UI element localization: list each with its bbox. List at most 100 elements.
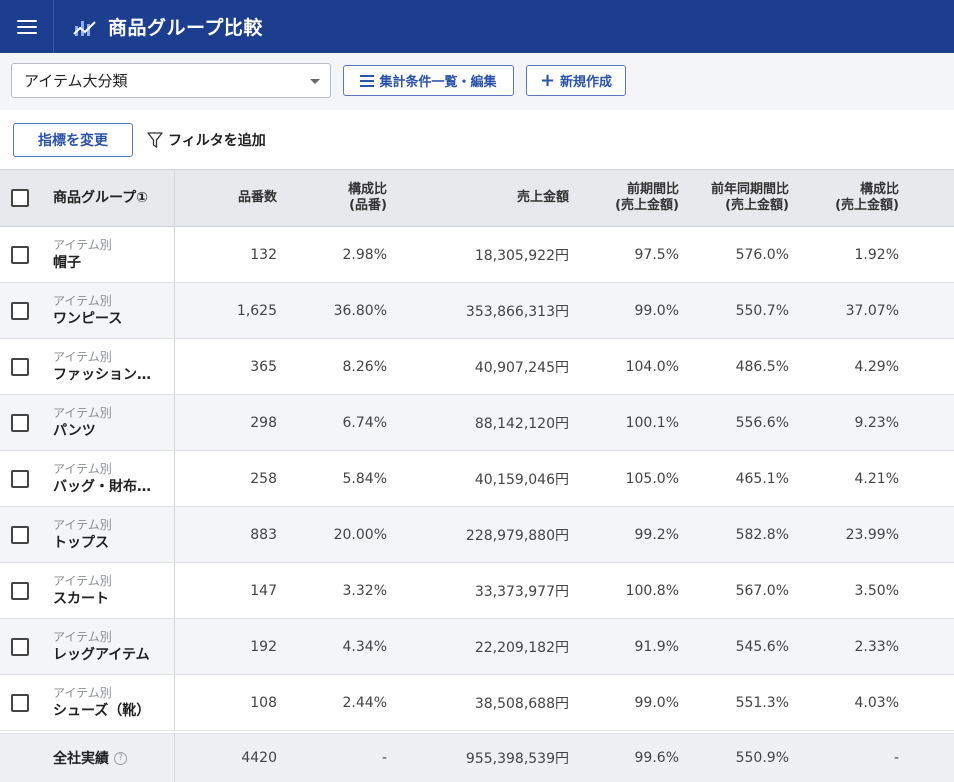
table-row[interactable]: アイテム別 トップス 883 20.00% 228,979,880円 99.2% 582.8… bbox=[0, 507, 954, 563]
prev-year-ratio: 567.0% bbox=[735, 582, 789, 599]
row-checkbox[interactable] bbox=[11, 693, 29, 712]
total-label: 全社実績 bbox=[53, 751, 109, 767]
column-divider bbox=[174, 563, 175, 618]
group-category: アイテム別 bbox=[53, 349, 112, 364]
header-share-sales-l2: (売上金額) bbox=[835, 198, 899, 213]
list-edit-conditions-button[interactable]: 集計条件一覧・編集 bbox=[343, 65, 514, 96]
group-name-cell[interactable]: アイテム別 レッグアイテム bbox=[53, 619, 173, 674]
prev-year-ratio: 550.7% bbox=[735, 302, 789, 319]
total-share-items: - bbox=[381, 750, 387, 766]
table-body: アイテム別 帽子 132 2.98% 18,305,922円 97.5% 576.0% 1.9… bbox=[0, 227, 954, 731]
header-share-sales-l1: 構成比 bbox=[859, 182, 899, 197]
chart-trend-icon bbox=[73, 20, 96, 36]
group-name: ワンピース bbox=[53, 310, 123, 327]
column-divider bbox=[174, 619, 175, 674]
prev-period-ratio: 99.2% bbox=[634, 526, 679, 543]
select-all-checkbox[interactable] bbox=[11, 189, 29, 207]
total-share-sales: - bbox=[893, 750, 899, 766]
chevron-down-icon bbox=[310, 79, 320, 84]
item-count: 883 bbox=[250, 526, 277, 543]
list-icon bbox=[360, 74, 375, 87]
row-checkbox[interactable] bbox=[11, 525, 29, 544]
group-category: アイテム別 bbox=[53, 461, 112, 476]
share-sales: 2.33% bbox=[854, 638, 899, 655]
sales-amount: 40,159,046円 bbox=[474, 471, 569, 488]
select-all-cell bbox=[11, 170, 31, 226]
header-share-sales[interactable]: 構成比 (売上金額) bbox=[800, 170, 899, 226]
group-name-cell[interactable]: アイテム別 バッグ・財布… bbox=[53, 451, 173, 506]
group-name-cell[interactable]: アイテム別 ファッション… bbox=[53, 339, 173, 394]
header-share-items[interactable]: 構成比 (品番) bbox=[290, 170, 387, 226]
header-sales[interactable]: 売上金額 bbox=[516, 190, 569, 205]
row-checkbox[interactable] bbox=[11, 245, 29, 264]
toolbar: アイテム大分類 集計条件一覧・編集 + 新規作成 bbox=[0, 53, 954, 110]
share-sales: 3.50% bbox=[854, 582, 899, 599]
row-checkbox[interactable] bbox=[11, 357, 29, 376]
prev-year-ratio: 576.0% bbox=[735, 246, 789, 263]
row-checkbox-cell bbox=[11, 339, 31, 394]
add-filter-label: フィルタを追加 bbox=[168, 133, 266, 149]
group-name-cell[interactable]: アイテム別 帽子 bbox=[53, 227, 173, 282]
row-checkbox-cell bbox=[11, 395, 31, 450]
item-count: 1,625 bbox=[236, 302, 277, 319]
add-filter-button[interactable]: フィルタを追加 bbox=[147, 128, 266, 152]
group-name-cell[interactable]: アイテム別ワンピース bbox=[53, 283, 173, 338]
page-title: 商品グループ比較 bbox=[108, 17, 263, 39]
row-checkbox[interactable] bbox=[11, 581, 29, 600]
table-row[interactable]: アイテム別 バッグ・財布… 258 5.84% 40,159,046円 105.0% 465… bbox=[0, 451, 954, 507]
prev-period-ratio: 99.0% bbox=[634, 302, 679, 319]
change-metric-button[interactable]: 指標を変更 bbox=[13, 123, 133, 157]
sales-amount: 353,866,313円 bbox=[465, 303, 569, 320]
share-items: 3.32% bbox=[342, 582, 387, 599]
share-sales: 1.92% bbox=[854, 246, 899, 263]
group-category: アイテム別 bbox=[53, 629, 112, 644]
group-category: アイテム別 bbox=[53, 293, 112, 308]
header-prev-year-l2: (売上金額) bbox=[725, 198, 789, 213]
item-count: 132 bbox=[250, 246, 277, 263]
group-name-cell[interactable]: アイテム別 スカート bbox=[53, 563, 173, 618]
header-product-group[interactable]: 商品グループ① bbox=[53, 190, 149, 206]
item-count: 298 bbox=[250, 414, 277, 431]
row-checkbox[interactable] bbox=[11, 413, 29, 432]
column-divider bbox=[174, 675, 175, 730]
prev-period-ratio: 104.0% bbox=[625, 358, 679, 375]
share-items: 8.26% bbox=[342, 358, 387, 375]
group-name-cell[interactable]: アイテム別 トップス bbox=[53, 507, 173, 562]
table-row[interactable]: アイテム別 レッグアイテム 192 4.34% 22,209,182円 91.9% 545.… bbox=[0, 619, 954, 675]
row-checkbox[interactable] bbox=[11, 301, 29, 320]
table-header-row: 商品グループ① 品番数 構成比 (品番) 売上金額 前期間比 (売上金額) 前年同期… bbox=[0, 169, 954, 227]
share-sales: 9.23% bbox=[854, 414, 899, 431]
table-row[interactable]: アイテム別 ワンピース 1,625 36.80% 353,866,313円 99.0% 55… bbox=[0, 283, 954, 339]
hamburger-menu-icon[interactable] bbox=[0, 0, 54, 53]
header-prev-period-l1: 前期間比 bbox=[626, 182, 679, 197]
group-name-cell[interactable]: アイテム別 シューズ（靴） bbox=[53, 675, 173, 730]
table-row[interactable]: アイテム別 帽子 132 2.98% 18,305,922円 97.5% 576.0% 1.9… bbox=[0, 227, 954, 283]
group-type-select[interactable]: アイテム大分類 bbox=[11, 63, 331, 98]
header-item-count[interactable]: 品番数 bbox=[237, 190, 277, 205]
table-row[interactable]: アイテム別 スカート 147 3.32% 33,373,977円 100.8% 567.0%… bbox=[0, 563, 954, 619]
help-icon[interactable]: ? bbox=[114, 751, 127, 765]
table-row[interactable]: アイテム別 パンツ 298 6.74% 88,142,120円 100.1% 556.6% 9… bbox=[0, 395, 954, 451]
table-row[interactable]: アイテム別 ファッション… 365 8.26% 40,907,245円 104.0% 486… bbox=[0, 339, 954, 395]
row-checkbox[interactable] bbox=[11, 469, 29, 488]
group-name-cell[interactable]: アイテム別 パンツ bbox=[53, 395, 173, 450]
row-checkbox[interactable] bbox=[11, 637, 29, 656]
app-header: 商品グループ比較 bbox=[0, 0, 954, 53]
prev-year-ratio: 545.6% bbox=[735, 638, 789, 655]
item-count: 192 bbox=[250, 638, 277, 655]
prev-year-ratio: 465.1% bbox=[735, 470, 789, 487]
table-row[interactable]: アイテム別 シューズ（靴） 108 2.44% 38,508,688円 99.0% 551.… bbox=[0, 675, 954, 731]
header-prev-year[interactable]: 前年同期間比 (売上金額) bbox=[690, 170, 789, 226]
create-new-button[interactable]: + 新規作成 bbox=[526, 65, 626, 96]
prev-period-ratio: 91.9% bbox=[634, 638, 679, 655]
prev-period-ratio: 100.1% bbox=[625, 414, 679, 431]
sales-amount: 40,907,245円 bbox=[474, 359, 569, 376]
share-sales: 37.07% bbox=[845, 302, 899, 319]
item-count: 258 bbox=[250, 470, 277, 487]
row-checkbox-cell bbox=[11, 227, 31, 282]
group-category: アイテム別 bbox=[53, 573, 112, 588]
header-prev-period-l2: (売上金額) bbox=[615, 198, 679, 213]
row-checkbox-cell bbox=[11, 283, 31, 338]
share-sales: 4.21% bbox=[854, 470, 899, 487]
header-prev-period[interactable]: 前期間比 (売上金額) bbox=[580, 170, 679, 226]
